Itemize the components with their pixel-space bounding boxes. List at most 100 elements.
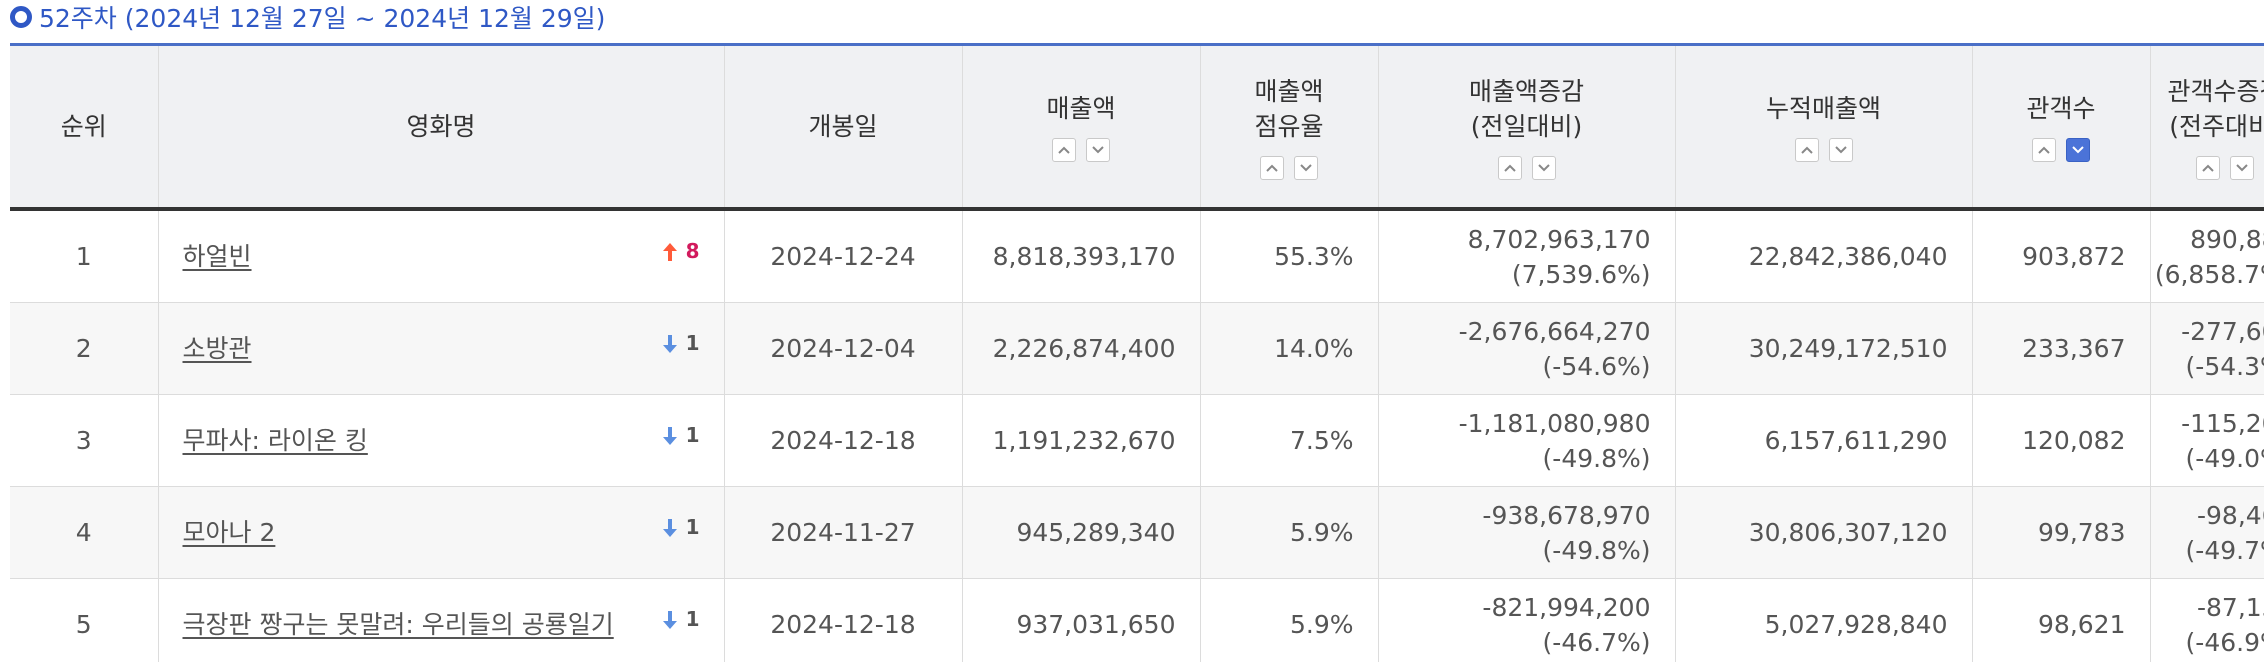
rank-cell: 2 — [10, 302, 159, 395]
sort-descending-button[interactable] — [1828, 138, 1853, 162]
audience-cell: 233,367 — [1972, 302, 2151, 395]
chevron-down-icon — [2236, 163, 2248, 171]
sort-ascending-button[interactable] — [1260, 155, 1284, 180]
audience-sort-buttons — [1973, 138, 2150, 162]
sales-sort-buttons — [963, 138, 1200, 162]
rank-change-value: 1 — [685, 331, 700, 355]
rank-change-badge: 1 — [662, 326, 700, 361]
audience-cell: 98,621 — [1972, 578, 2151, 662]
chevron-down-icon — [1300, 163, 1312, 171]
col-header-cumulative-sales: 누적매출액 — [1675, 44, 1973, 211]
rank-change-badge: 1 — [662, 510, 700, 545]
open-date-cell: 2024-12-24 — [724, 209, 963, 303]
rank-change-value: 8 — [685, 239, 700, 263]
movie-title-link[interactable]: 소방관 — [182, 334, 252, 363]
chevron-down-icon — [2072, 146, 2084, 154]
col-header-sales-change: 매출액증감 (전일대비) — [1378, 44, 1676, 211]
rank-value: 5 — [75, 610, 92, 639]
movie-title-link[interactable]: 극장판 짱구는 못말려: 우리들의 공룡일기 — [182, 610, 614, 639]
audience-change-cell: -115,208(-49.0%) — [2150, 394, 2264, 487]
title-cell: 무파사: 라이온 킹 1 — [158, 394, 725, 487]
col-header-sales: 매출액 — [962, 44, 1201, 211]
rank-change-badge: 1 — [662, 418, 700, 453]
audience-change-cell: -277,601(-54.3%) — [2150, 302, 2264, 395]
arrow-down-icon — [662, 334, 677, 353]
arrow-down-icon — [662, 426, 677, 445]
audience-change-cell: 890,883(6,858.7%) — [2150, 209, 2264, 303]
sales-change-cell: -1,181,080,980 (-49.8%) — [1378, 394, 1676, 487]
sales-change-cell: -2,676,664,270 (-54.6%) — [1378, 302, 1676, 395]
open-date-cell: 2024-12-04 — [724, 302, 963, 395]
sales-change-cell: 8,702,963,170 (7,539.6%) — [1378, 209, 1676, 303]
table-row: 3 무파사: 라이온 킹 1 2024-12-18 1,191,232,670 7.5% -… — [10, 394, 2264, 487]
chevron-up-icon — [1266, 164, 1278, 172]
sort-descending-button[interactable] — [1086, 138, 1110, 162]
cumulative-sales-cell: 30,806,307,120 — [1675, 486, 1973, 579]
sort-ascending-button[interactable] — [2032, 138, 2056, 162]
audience-change-sort-buttons — [2151, 155, 2264, 180]
sales-cell: 937,031,650 — [962, 578, 1201, 662]
share-cell: 14.0% — [1200, 302, 1379, 395]
audience-cell: 120,082 — [1972, 394, 2151, 487]
sort-descending-button[interactable] — [2230, 155, 2254, 180]
col-header-share: 매출액 점유율 — [1200, 44, 1379, 211]
chevron-down-icon — [1834, 146, 1847, 154]
sort-ascending-button[interactable] — [1497, 155, 1522, 180]
table-row: 2 소방관 1 2024-12-04 2,226,874,400 14.0% -2,676,… — [10, 302, 2264, 395]
share-sort-buttons — [1201, 155, 1378, 180]
sales-cell: 945,289,340 — [962, 486, 1201, 579]
sales-cell: 2,226,874,400 — [962, 302, 1201, 395]
sales-change-sort-buttons — [1379, 155, 1675, 180]
col-header-rank: 순위 — [10, 44, 159, 211]
share-cell: 5.9% — [1200, 578, 1379, 662]
share-cell: 5.9% — [1200, 486, 1379, 579]
sales-cell: 8,818,393,170 — [962, 209, 1201, 303]
share-cell: 55.3% — [1200, 209, 1379, 303]
sort-ascending-button[interactable] — [2196, 155, 2220, 180]
movie-title-link[interactable]: 무파사: 라이온 킹 — [182, 426, 368, 455]
movie-title-link[interactable]: 모아나 2 — [182, 518, 276, 547]
sort-ascending-button[interactable] — [1794, 138, 1819, 162]
col-header-open-date: 개봉일 — [724, 44, 963, 211]
col-header-title: 영화명 — [158, 44, 725, 211]
col-header-audience: 관객수 — [1972, 44, 2151, 211]
cumulative-sales-cell: 30,249,172,510 — [1675, 302, 1973, 395]
share-cell: 7.5% — [1200, 394, 1379, 487]
rank-cell: 3 — [10, 394, 159, 487]
open-date-cell: 2024-12-18 — [724, 394, 963, 487]
movie-title-link[interactable]: 하얼빈 — [182, 242, 252, 271]
rank-value: 4 — [75, 518, 92, 547]
sales-cell: 1,191,232,670 — [962, 394, 1201, 487]
sales-change-cell: -938,678,970 (-49.8%) — [1378, 486, 1676, 579]
chevron-up-icon — [2202, 164, 2214, 172]
chevron-up-icon — [2038, 146, 2050, 154]
rank-cell: 1 — [10, 209, 159, 303]
arrow-down-icon — [662, 518, 677, 537]
sort-descending-button[interactable] — [1531, 155, 1556, 180]
sort-ascending-button[interactable] — [1052, 138, 1076, 162]
sort-descending-button-active[interactable] — [2066, 138, 2090, 162]
rank-change-badge: 8 — [662, 234, 700, 269]
col-header-audience-change: 관객수증감 (전주대비) — [2150, 44, 2264, 211]
week-title: 52주차 (2024년 12월 27일 ~ 2024년 12월 29일) — [10, 0, 605, 34]
audience-change-cell: -98,463(-49.7%) — [2150, 486, 2264, 579]
open-date-cell: 2024-11-27 — [724, 486, 963, 579]
title-cell: 극장판 짱구는 못말려: 우리들의 공룡일기 1 — [158, 578, 725, 662]
chevron-down-icon — [1537, 163, 1550, 171]
week-title-text: 52주차 (2024년 12월 27일 ~ 2024년 12월 29일) — [39, 4, 606, 33]
rank-change-badge: 1 — [662, 602, 700, 637]
sort-descending-button[interactable] — [1294, 155, 1318, 180]
chevron-up-icon — [1800, 146, 1813, 154]
title-cell: 소방관 1 — [158, 302, 725, 395]
table-row: 1 하얼빈 8 2024-12-24 8,818,393,170 55.3% 8,702,9… — [10, 209, 2264, 303]
table-row: 5 극장판 짱구는 못말려: 우리들의 공룡일기 1 2024-12-18 937,03… — [10, 578, 2264, 662]
rank-value: 2 — [75, 334, 92, 363]
rank-change-value: 1 — [685, 607, 700, 631]
rank-value: 1 — [75, 242, 92, 271]
chevron-up-icon — [1058, 146, 1070, 154]
rank-cell: 4 — [10, 486, 159, 579]
rank-change-value: 1 — [685, 515, 700, 539]
table-body: 1 하얼빈 8 2024-12-24 8,818,393,170 55.3% 8,702,9… — [10, 209, 2264, 662]
cumulative-sales-cell: 6,157,611,290 — [1675, 394, 1973, 487]
